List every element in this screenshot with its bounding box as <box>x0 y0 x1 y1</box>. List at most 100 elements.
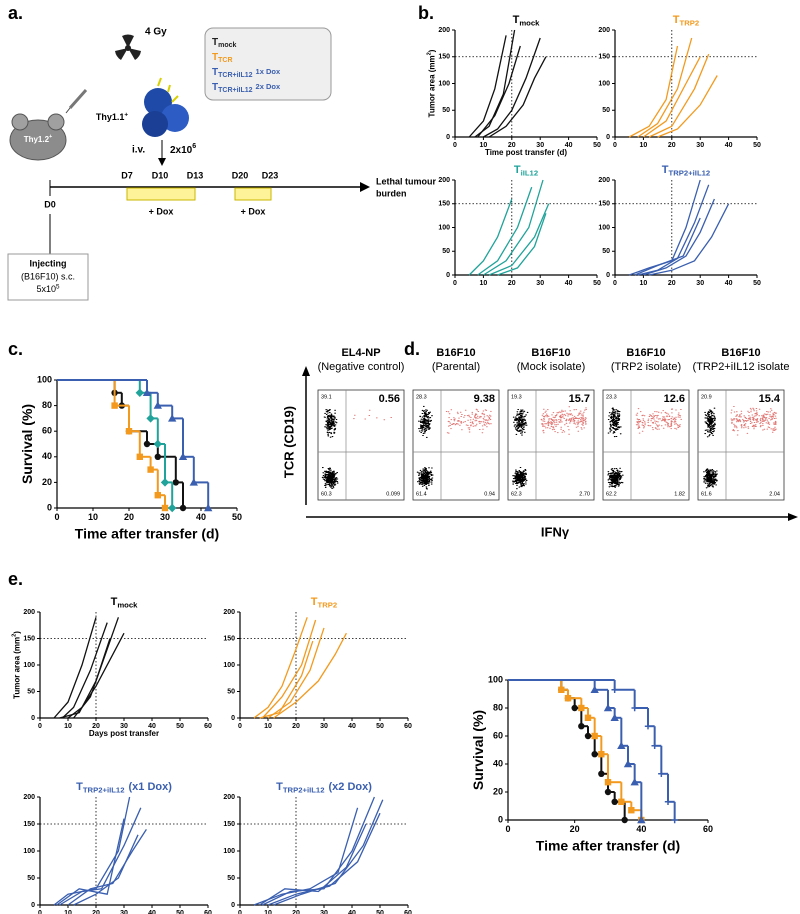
marker <box>168 503 177 513</box>
marker <box>135 388 144 397</box>
quadrant-ul: 39.1 <box>321 394 332 400</box>
marker <box>143 440 151 448</box>
growth-curve <box>59 638 111 719</box>
y-axis-label-part: 2 <box>12 634 18 637</box>
x-tick-label: 0 <box>453 280 457 287</box>
growth-curve <box>483 37 541 138</box>
x-tick-label: 30 <box>160 512 170 522</box>
growth-curve <box>657 75 718 138</box>
legend-entry-part: 2x Dox <box>256 82 281 91</box>
x-tick-label: 30 <box>536 280 544 287</box>
marker <box>623 759 633 768</box>
cell-strain-part: + <box>124 111 128 118</box>
marker <box>651 742 658 749</box>
marker <box>136 453 143 460</box>
growth-curve <box>648 53 710 138</box>
growth-curve <box>59 807 142 906</box>
x-tick-label: 0 <box>238 723 242 730</box>
quadrant-lr: 0.94 <box>484 491 495 497</box>
marker <box>146 414 155 423</box>
y-axis-label-part: Tumor area (mm <box>428 55 437 117</box>
flow-x-label: IFNγ <box>541 524 570 539</box>
injection-label: 5x105 <box>36 283 60 294</box>
dox-window <box>234 187 272 201</box>
growth-curve <box>273 632 347 719</box>
chart-title-part: mock <box>519 18 540 27</box>
chart-title-part: iIL12 <box>521 168 539 177</box>
y-tick-label: 150 <box>598 54 610 61</box>
day-label: D10 <box>152 170 169 180</box>
y-tick-label: 200 <box>598 27 610 34</box>
injection-label-part: 5 <box>56 283 60 290</box>
injection-label: (B16F10) s.c. <box>21 271 75 281</box>
flow-title: (TRP2 isolate) <box>611 361 681 373</box>
marker <box>631 704 638 712</box>
growth-curve <box>488 203 550 276</box>
growth-curve <box>53 617 97 719</box>
legend-entry: TTCR+iIL12 2x Dox <box>212 82 281 94</box>
growth-curve <box>468 198 513 276</box>
growth-curve <box>61 622 108 719</box>
marker <box>671 816 678 824</box>
mouse-strain: Thy1.2+ <box>24 134 53 144</box>
y-tick-label: 50 <box>27 875 35 882</box>
growth-curve <box>262 796 376 906</box>
growth-curve <box>628 179 701 276</box>
y-tick-label: 200 <box>23 794 35 801</box>
chart-title-part: TRP2+iIL12 <box>283 785 325 794</box>
legend-entry-part: TCR <box>218 57 232 64</box>
x-tick-label: 10 <box>480 280 488 287</box>
x-axis-label: Time post transfer (d) <box>485 148 567 157</box>
flow-y-label: TCR (CD19) <box>281 406 296 478</box>
x-tick-label: 40 <box>196 512 206 522</box>
cell-count-part: 6 <box>192 143 196 150</box>
panel-label: d. <box>404 339 420 359</box>
marker <box>584 714 592 721</box>
marker <box>564 695 572 702</box>
x-tick-label: 50 <box>593 142 601 149</box>
x-tick-label: 50 <box>376 910 384 914</box>
growth-curve <box>628 45 679 138</box>
y-tick-label: 40 <box>493 758 503 768</box>
mouse-strain-part: Thy1.2 <box>24 135 50 144</box>
y-tick-label: 0 <box>231 715 235 722</box>
endpoint-label: burden <box>376 188 407 198</box>
quadrant-ll: 61.6 <box>701 491 712 497</box>
quadrant-ul: 28.3 <box>416 394 427 400</box>
legend-entry: TTCR+iIL12 1x Dox <box>212 67 281 79</box>
growth-curve <box>261 619 317 719</box>
y-tick-label: 150 <box>598 201 610 208</box>
y-axis-label-part: Survival (%) <box>19 404 35 484</box>
arrowhead <box>158 158 166 166</box>
growth-curve <box>477 45 521 138</box>
quadrant-ur: 12.6 <box>664 393 685 405</box>
growth-curve <box>488 56 547 138</box>
day-label: D0 <box>44 199 56 209</box>
chart-title-part: mock <box>117 600 138 609</box>
dox-label: + Dox <box>241 206 266 216</box>
chart-title-part: TRP2+iIL12 <box>669 168 711 177</box>
x-tick-label: 10 <box>88 512 98 522</box>
x-tick-label: 40 <box>565 142 573 149</box>
growth-curve <box>253 617 308 719</box>
x-tick-label: 20 <box>292 723 300 730</box>
x-tick-label: 50 <box>593 280 601 287</box>
x-tick-label: 10 <box>264 910 272 914</box>
quadrant-ll: 60.3 <box>321 491 332 497</box>
quadrant-ur: 15.7 <box>569 393 590 405</box>
x-tick-label: 20 <box>92 723 100 730</box>
growth-curve <box>634 217 701 276</box>
growth-curve <box>468 35 507 138</box>
x-tick-label: 60 <box>204 723 212 730</box>
y-tick-label: 100 <box>223 848 235 855</box>
negative-events <box>416 405 434 490</box>
quadrant-ul: 20.9 <box>701 394 712 400</box>
chart-title-part: TRP2 <box>680 18 700 27</box>
y-tick-label: 200 <box>438 27 450 34</box>
panel-label: e. <box>8 569 23 589</box>
y-tick-label: 200 <box>23 609 35 616</box>
t-cells <box>142 77 189 137</box>
growth-curve <box>483 179 544 276</box>
x-tick-label: 40 <box>348 910 356 914</box>
x-tick-label: 40 <box>348 723 356 730</box>
